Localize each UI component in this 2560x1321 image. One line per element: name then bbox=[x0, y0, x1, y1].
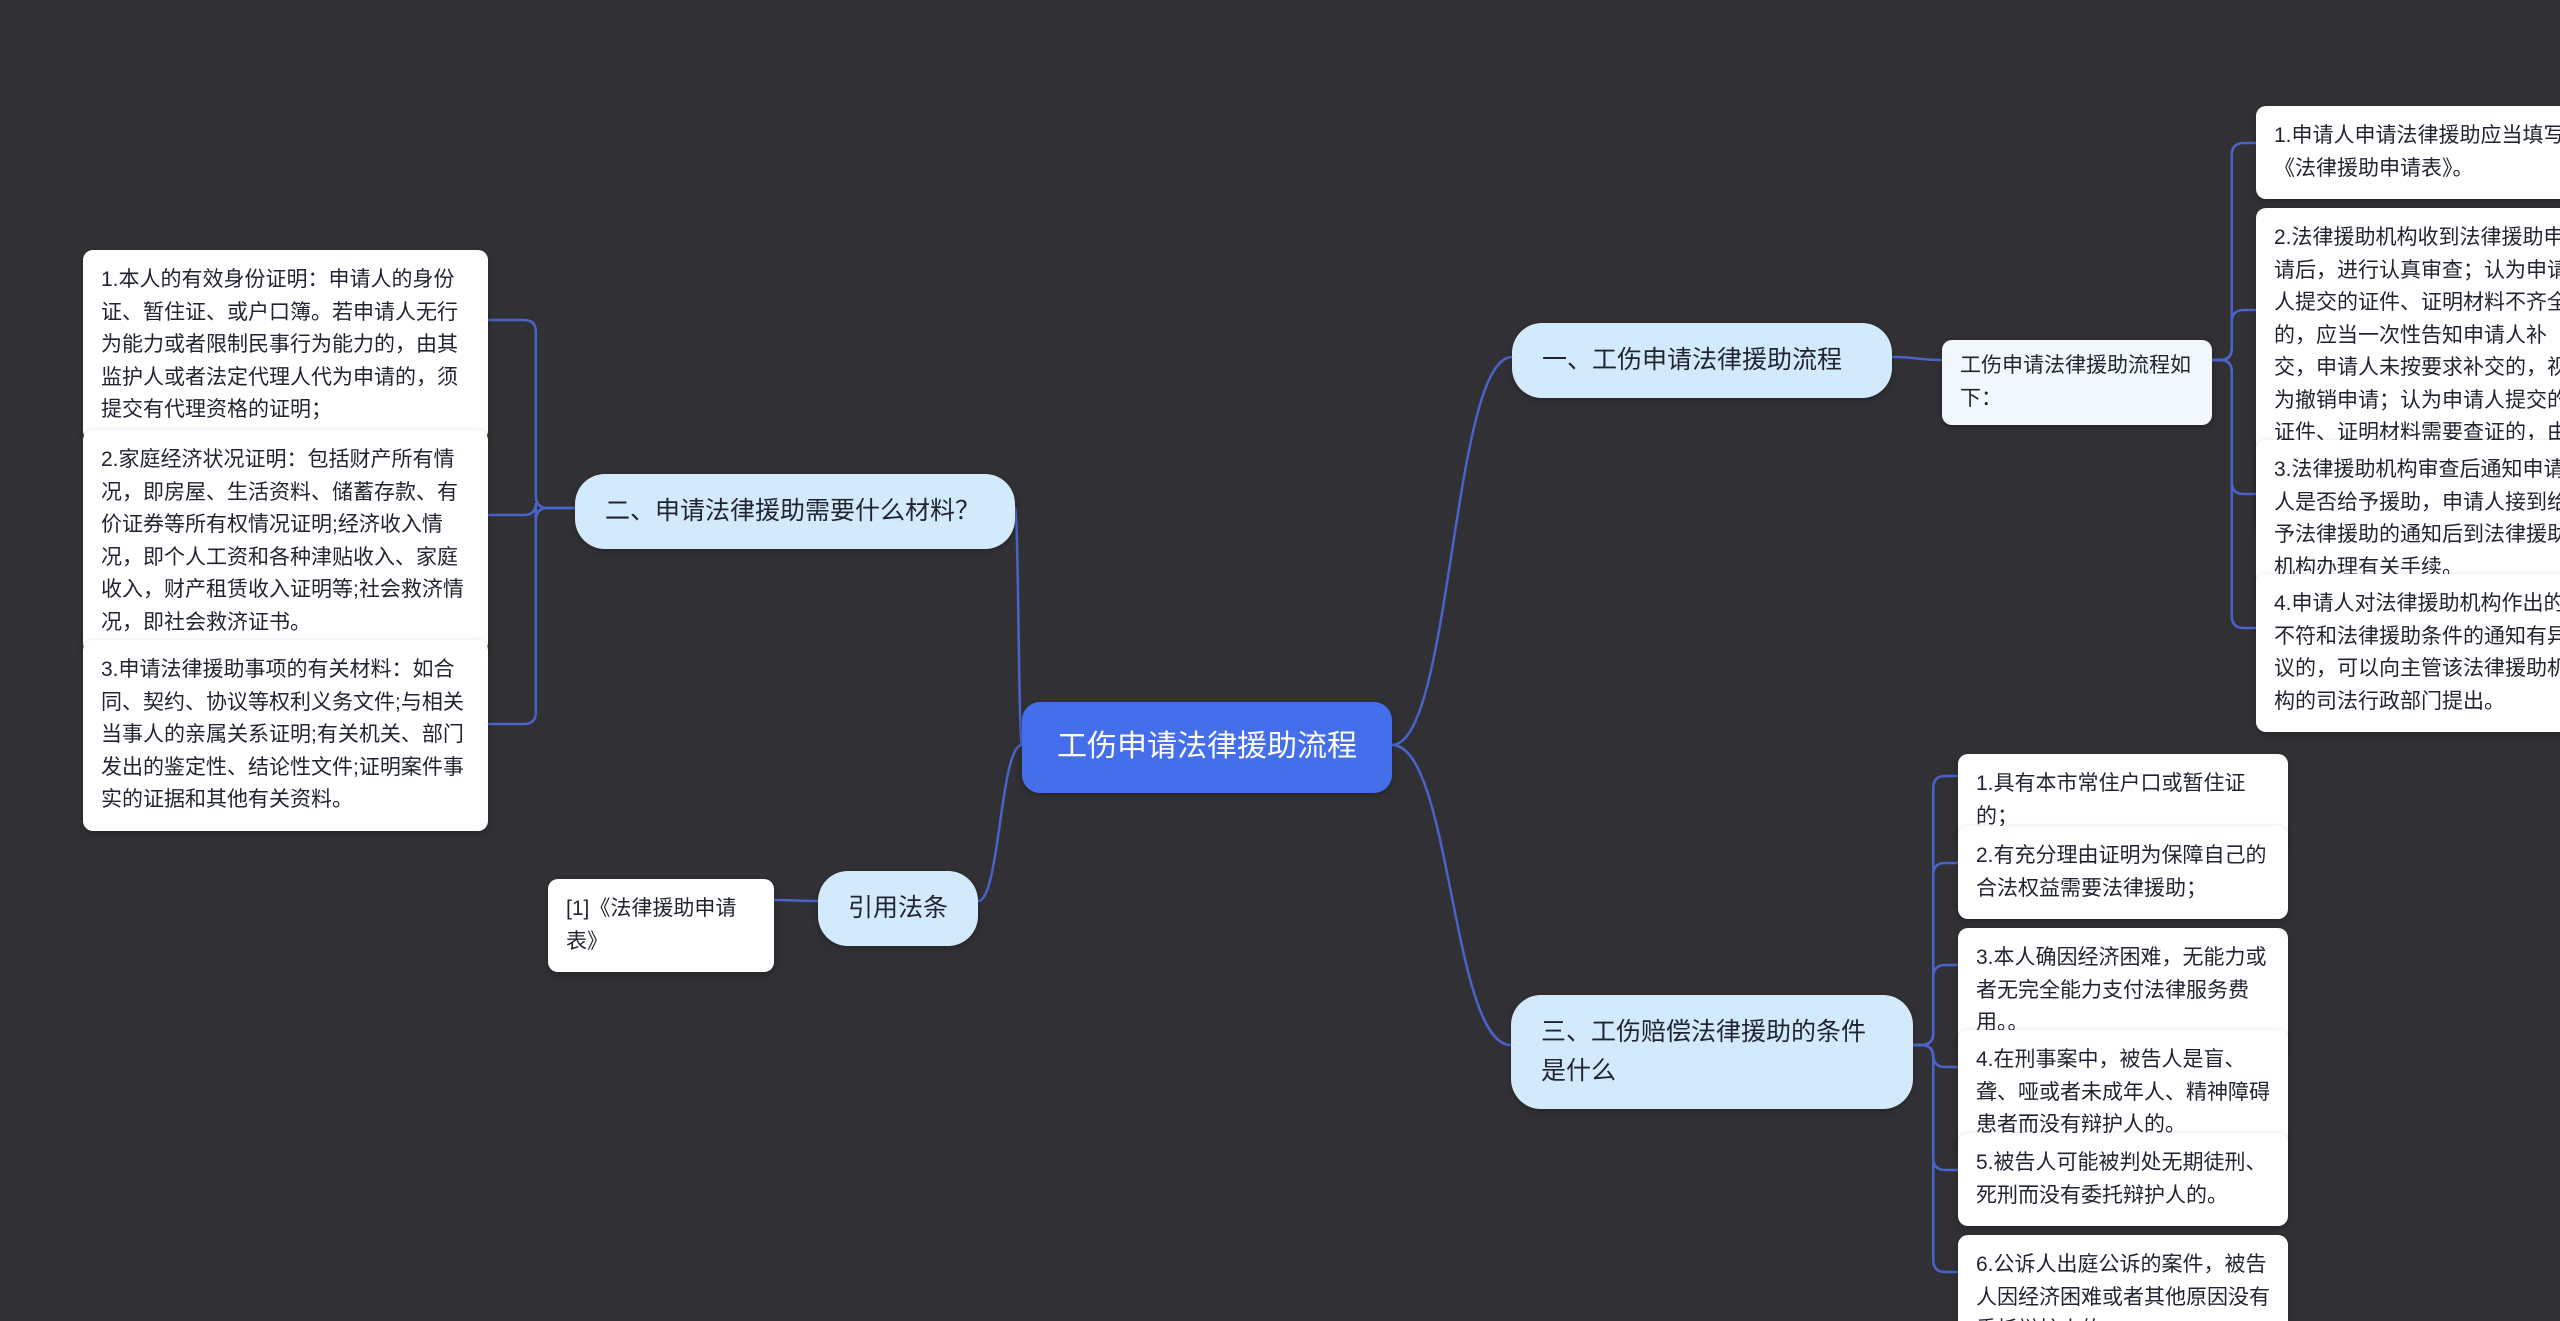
leaf-process-1[interactable]: 1.申请人申请法律援助应当填写《法律援助申请表》。 bbox=[2256, 106, 2560, 199]
leaf-cond-2[interactable]: 2.有充分理由证明为保障自己的合法权益需要法律援助； bbox=[1958, 826, 2288, 919]
branch-materials[interactable]: 二、申请法律援助需要什么材料？ bbox=[575, 474, 1015, 549]
branch-citations[interactable]: 引用法条 bbox=[818, 871, 978, 946]
leaf-mat-3[interactable]: 3.申请法律援助事项的有关材料：如合同、契约、协议等权利义务文件;与相关当事人的… bbox=[83, 640, 488, 831]
leaf-mat-1[interactable]: 1.本人的有效身份证明：申请人的身份证、暂住证、或户口簿。若申请人无行为能力或者… bbox=[83, 250, 488, 441]
leaf-process-4[interactable]: 4.申请人对法律援助机构作出的不符和法律援助条件的通知有异议的，可以向主管该法律… bbox=[2256, 574, 2560, 732]
root-node[interactable]: 工伤申请法律援助流程 bbox=[1022, 702, 1392, 793]
branch-process[interactable]: 一、工伤申请法律援助流程 bbox=[1512, 323, 1892, 398]
leaf-cond-5[interactable]: 5.被告人可能被判处无期徒刑、死刑而没有委托辩护人的。 bbox=[1958, 1133, 2288, 1226]
sub-process-intro[interactable]: 工伤申请法律援助流程如下： bbox=[1942, 340, 2212, 425]
branch-conditions[interactable]: 三、工伤赔偿法律援助的条件是什么 bbox=[1511, 995, 1913, 1109]
leaf-cond-6[interactable]: 6.公诉人出庭公诉的案件，被告人因经济困难或者其他原因没有委托辩护人的。 bbox=[1958, 1235, 2288, 1321]
mindmap-canvas: 工伤申请法律援助流程 一、工伤申请法律援助流程 工伤申请法律援助流程如下： 1.… bbox=[0, 0, 2560, 1321]
leaf-mat-2[interactable]: 2.家庭经济状况证明：包括财产所有情况，即房屋、生活资料、储蓄存款、有价证券等所… bbox=[83, 430, 488, 653]
leaf-cite-1[interactable]: [1]《法律援助申请表》 bbox=[548, 879, 774, 972]
